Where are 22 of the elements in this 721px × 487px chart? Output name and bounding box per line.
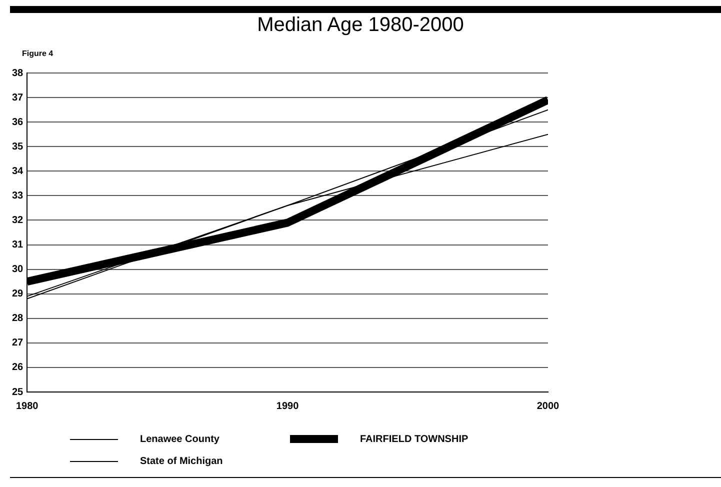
- y-tick-label: 37: [12, 92, 24, 104]
- x-tick-label: 1990: [276, 400, 300, 412]
- x-tick-label: 1980: [16, 400, 39, 412]
- y-tick-label: 27: [12, 338, 24, 349]
- legend-label: Lenawee County: [140, 434, 220, 444]
- y-tick-label: 30: [12, 264, 24, 276]
- y-tick-label: 33: [12, 190, 24, 202]
- y-tick-label: 31: [12, 240, 24, 251]
- x-tick-label: 2000: [536, 400, 560, 412]
- y-tick-label: 29: [12, 288, 24, 300]
- legend-label: FAIRFIELD TOWNSHIP: [360, 434, 468, 444]
- y-tick-label: 26: [12, 362, 24, 374]
- y-tick-label: 25: [12, 386, 24, 398]
- y-tick-label: 35: [12, 141, 24, 152]
- y-tick-label: 38: [12, 68, 24, 79]
- y-tick-label: 34: [12, 166, 24, 177]
- chart-title: Median Age 1980-2000: [256, 14, 465, 37]
- y-tick-label: 32: [12, 214, 24, 226]
- y-tick-label: 36: [12, 116, 24, 128]
- legend-label: State of Michigan: [140, 456, 223, 466]
- caption: Figure 4: [22, 49, 54, 58]
- y-tick-label: 28: [12, 313, 24, 324]
